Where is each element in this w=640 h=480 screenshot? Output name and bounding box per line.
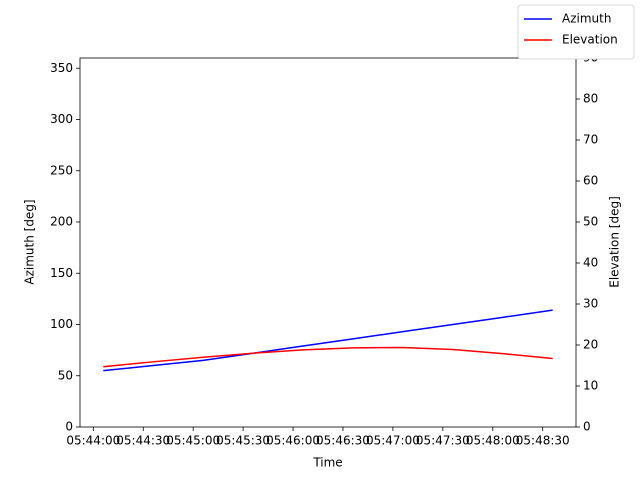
y2-tick-label: 20 (583, 338, 598, 352)
x-tick-label: 05:48:30 (516, 434, 570, 448)
x-tick-label: 05:44:30 (116, 434, 170, 448)
x-tick-label: 05:46:00 (266, 434, 320, 448)
y2-tick-label: 40 (583, 256, 598, 270)
y-tick-label: 100 (50, 317, 73, 331)
plot-frame (79, 57, 577, 428)
y2-axis-label: Elevation [deg] (608, 196, 622, 288)
x-tick-label: 05:47:00 (366, 434, 420, 448)
series-line (103, 309, 553, 372)
y-tick-label: 50 (58, 368, 73, 382)
x-tick-label: 05:48:00 (466, 434, 520, 448)
y2-tick-label: 10 (583, 379, 598, 393)
y-tick-label: 250 (50, 163, 73, 177)
y-tick-label: 150 (50, 266, 73, 280)
y-tick-label: 300 (50, 112, 73, 126)
series-line (103, 346, 553, 368)
legend-label: Azimuth (562, 12, 611, 26)
y-tick-label: 0 (65, 420, 73, 434)
y-axis-label: Azimuth [deg] (23, 199, 37, 284)
y-tick-label: 350 (50, 61, 73, 75)
x-tick-label: 05:45:30 (216, 434, 270, 448)
y-tick-label: 200 (50, 215, 73, 229)
y2-tick-label: 30 (583, 297, 598, 311)
x-tick-label: 05:46:30 (316, 434, 370, 448)
y2-tick-label: 0 (583, 420, 591, 434)
x-tick-label: 05:45:00 (166, 434, 220, 448)
x-axis-label: Time (312, 456, 342, 470)
y2-tick-label: 50 (583, 215, 598, 229)
x-tick-label: 05:47:30 (416, 434, 470, 448)
y2-tick-label: 70 (583, 133, 598, 147)
y2-tick-label: 60 (583, 174, 598, 188)
y2-tick-label: 80 (583, 92, 598, 106)
x-tick-label: 05:44:00 (66, 434, 120, 448)
legend-label: Elevation (562, 33, 618, 47)
